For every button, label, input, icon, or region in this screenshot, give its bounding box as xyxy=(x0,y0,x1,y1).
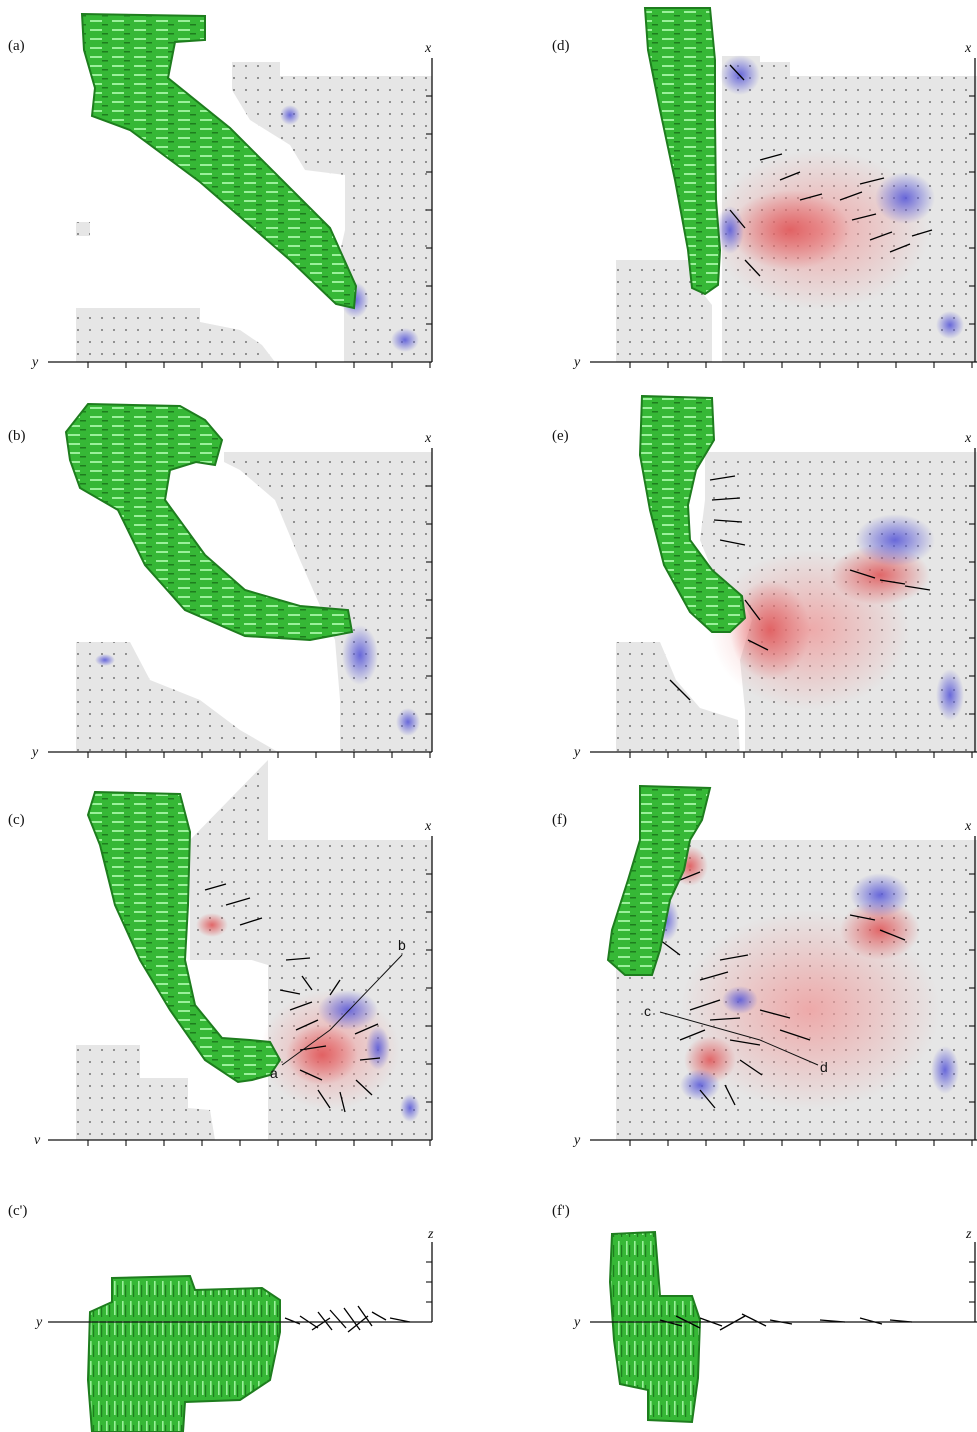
panel-e: (e) y x xyxy=(552,394,977,760)
panel-f-vortex-negative xyxy=(850,873,910,917)
panel-f-vortex-negative-3 xyxy=(722,986,758,1014)
panel-d-label: (d) xyxy=(552,38,570,54)
panel-f-y-axis-label: y xyxy=(572,1133,581,1148)
panel-c-annotation-a: a xyxy=(270,1065,278,1081)
panel-a-body xyxy=(80,12,358,310)
panel-c-x-axis-label: x xyxy=(424,819,432,834)
panel-a-velocity-field xyxy=(232,62,432,362)
panel-a-vortex-negative-2 xyxy=(391,328,419,352)
panel-f-annotation-lines xyxy=(659,1011,819,1066)
panel-f-vortex-negative-c xyxy=(680,1069,720,1101)
panel-b-vortex-negative xyxy=(342,625,378,685)
panel-e-body xyxy=(638,394,747,633)
panel-b-body xyxy=(64,402,354,642)
panel-d: (d) y x xyxy=(552,7,977,370)
panel-c-vortex-negative-2 xyxy=(366,1026,390,1070)
panel-f-prime-label: (f') xyxy=(552,1203,570,1219)
panel-d-vector-cluster xyxy=(729,64,933,277)
panel-c: (c) a b v x xyxy=(8,760,433,1148)
panel-f-label: (f) xyxy=(552,812,567,828)
panel-c-velocity-field-lower xyxy=(76,1045,215,1140)
panel-d-vortex-positive xyxy=(730,190,850,270)
panel-e-y-axis-label: y xyxy=(572,745,581,760)
panel-f-prime-body xyxy=(608,1230,702,1424)
panel-b-x-axis-label: x xyxy=(424,431,432,446)
panel-b-vortex-negative-2 xyxy=(396,708,420,736)
panel-b-vortex-negative-3 xyxy=(95,654,115,666)
panel-a-x-axis-label: x xyxy=(424,41,432,56)
panel-f-prime-z-axis-label: z xyxy=(965,1227,972,1242)
panel-c-vortex-positive-2 xyxy=(196,913,228,937)
panel-b-velocity-field xyxy=(224,452,432,752)
panel-c-body xyxy=(86,790,282,1084)
panel-a-label: (a) xyxy=(8,38,25,54)
panel-c-vortex-negative-3 xyxy=(400,1094,420,1122)
panel-f-prime-y-axis-label: y xyxy=(572,1315,581,1330)
panel-d-body xyxy=(643,7,722,296)
panel-d-vortex-negative-4 xyxy=(936,311,964,339)
panel-e-vector-cluster xyxy=(669,475,931,701)
panel-a-y-axis-label: y xyxy=(30,355,39,370)
panel-d-x-axis-label: x xyxy=(964,41,972,56)
panel-f-x-axis-label: x xyxy=(964,819,972,834)
panel-f-shear-region xyxy=(680,910,940,1110)
panel-e-velocity-field-lower xyxy=(616,642,740,752)
panel-c-prime-z-axis-label: z xyxy=(427,1227,434,1242)
panel-c-annotation-lines xyxy=(281,954,403,1066)
axis-ticks xyxy=(87,95,975,1303)
panel-f-vortex-negative-4 xyxy=(931,1046,959,1094)
panel-b: (b) y x xyxy=(8,402,433,760)
panel-c-vector-cluster xyxy=(204,883,381,1113)
panel-e-x-axis-label: x xyxy=(964,431,972,446)
panel-b-velocity-field-lower xyxy=(76,642,278,752)
panel-c-prime-y-axis-label: y xyxy=(34,1315,43,1330)
panel-e-vortex-positive xyxy=(730,580,810,680)
panel-c-vortex-negative-b xyxy=(318,990,378,1030)
panel-d-velocity-field-lower xyxy=(616,260,712,362)
panel-c-prime-body xyxy=(86,1274,281,1432)
panel-e-vortex-negative-2 xyxy=(936,669,964,721)
panel-d-vortex-negative xyxy=(875,172,935,224)
panel-c-annotation-b: b xyxy=(398,937,406,953)
panel-f-vector-cluster xyxy=(659,871,906,1109)
panel-f-body xyxy=(606,784,712,976)
panel-f-prime: (f') y z xyxy=(552,1203,977,1424)
panel-a-field-speck xyxy=(76,222,90,236)
panel-a: (a) y x xyxy=(8,12,433,370)
panel-c-prime: (c') y z xyxy=(8,1203,434,1432)
panel-f-annotation-c: c xyxy=(644,1003,651,1019)
panel-d-y-axis-label: y xyxy=(572,355,581,370)
panel-a-vortex-negative-3 xyxy=(280,105,300,125)
panel-b-label: (b) xyxy=(8,428,26,444)
panel-c-prime-label: (c') xyxy=(8,1203,27,1219)
panel-f: (f) c d y x xyxy=(552,784,977,1148)
panel-e-vortex-negative xyxy=(855,514,935,566)
panel-c-vortex-positive-a xyxy=(286,1025,358,1085)
panel-c-label: (c) xyxy=(8,812,25,828)
panel-c-y-axis-label: v xyxy=(34,1133,41,1148)
panel-f-annotation-d: d xyxy=(820,1059,828,1075)
panel-b-y-axis-label: y xyxy=(30,745,39,760)
panel-c-prime-vector-cluster xyxy=(284,1305,411,1333)
panel-a-velocity-field-lower xyxy=(76,308,275,362)
panel-e-label: (e) xyxy=(552,428,569,444)
